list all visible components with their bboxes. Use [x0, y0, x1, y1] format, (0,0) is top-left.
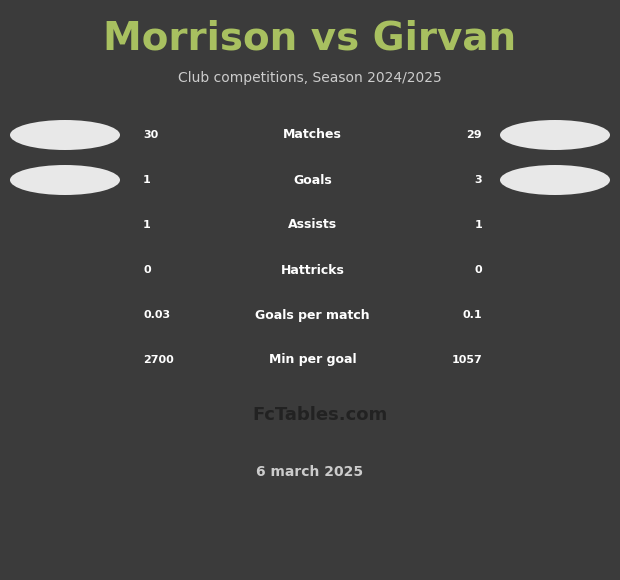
Ellipse shape — [10, 120, 120, 150]
Text: 6 march 2025: 6 march 2025 — [257, 465, 363, 479]
Text: 0.1: 0.1 — [463, 310, 482, 320]
Text: Assists: Assists — [288, 219, 337, 231]
Text: Goals: Goals — [293, 173, 332, 187]
Text: Matches: Matches — [283, 129, 342, 142]
Text: 30: 30 — [143, 130, 158, 140]
Text: 29: 29 — [466, 130, 482, 140]
Text: Goals per match: Goals per match — [255, 309, 370, 321]
Text: 1: 1 — [143, 175, 151, 185]
Text: 2700: 2700 — [143, 355, 174, 365]
Ellipse shape — [10, 165, 120, 195]
Text: Min per goal: Min per goal — [268, 353, 356, 367]
Text: Club competitions, Season 2024/2025: Club competitions, Season 2024/2025 — [178, 71, 442, 85]
Ellipse shape — [500, 120, 610, 150]
Text: 3: 3 — [474, 175, 482, 185]
Text: 0.03: 0.03 — [143, 310, 170, 320]
Text: Hattricks: Hattricks — [281, 263, 345, 277]
Text: 1057: 1057 — [451, 355, 482, 365]
Text: 1: 1 — [143, 220, 151, 230]
Text: FcTables.com: FcTables.com — [252, 406, 388, 424]
Text: 0: 0 — [474, 265, 482, 275]
Text: 0: 0 — [143, 265, 151, 275]
Text: 1: 1 — [474, 220, 482, 230]
Text: Morrison vs Girvan: Morrison vs Girvan — [104, 19, 516, 57]
Ellipse shape — [500, 165, 610, 195]
